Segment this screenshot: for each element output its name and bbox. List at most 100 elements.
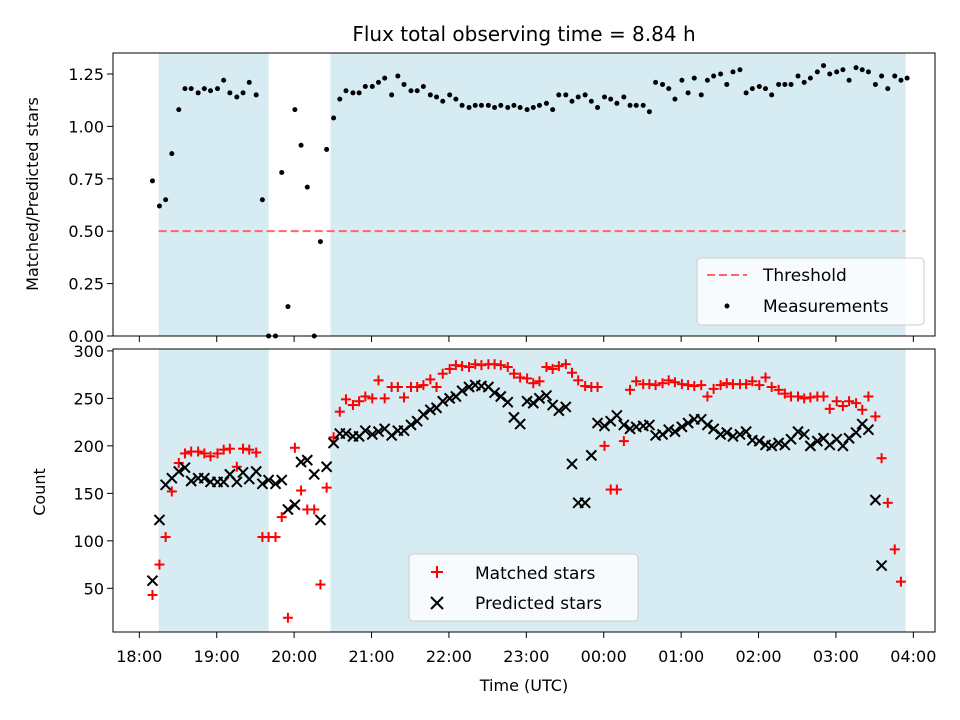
measurement-point [227, 90, 233, 96]
predicted-star-point [811, 435, 824, 447]
measurement-point [498, 102, 504, 108]
measurement-point [543, 100, 549, 106]
predicted-star-point [250, 465, 262, 478]
measurement-point [395, 73, 401, 79]
measurement-point [853, 65, 859, 71]
measurement-point [201, 86, 207, 92]
measurement-point [472, 102, 478, 108]
y-tick-label: 0.50 [68, 222, 104, 241]
predicted-star-point [591, 417, 604, 429]
matched-star-point [824, 403, 835, 414]
measurement-point [756, 84, 762, 90]
bottom-x-ticks: 18:00 19:00 20:00 21:00 22:00 23:00 00:00 01:00… [116, 632, 936, 666]
predicted-star-point [289, 499, 301, 511]
predicted-star-point [231, 476, 243, 488]
measurement-point [865, 69, 871, 75]
measurement-point [762, 86, 768, 92]
predicted-star-point [417, 408, 430, 421]
measurement-point [782, 81, 788, 87]
predicted-star-point [598, 420, 611, 432]
measurement-point [711, 73, 717, 79]
measurement-point [208, 88, 214, 94]
x-tick-label: 23:00 [503, 647, 549, 666]
x-tick-label: 02:00 [735, 647, 781, 666]
measurement-point [834, 69, 840, 75]
predicted-star-point [359, 424, 372, 437]
predicted-star-point [340, 427, 352, 440]
matched-star-point [502, 362, 513, 373]
measurement-point [530, 105, 536, 111]
measurement-point [582, 92, 588, 98]
y-tick-label: 100 [73, 532, 104, 551]
predicted-star-point [179, 462, 191, 474]
matched-star-point [379, 393, 390, 404]
matched-star-point [895, 576, 906, 587]
matched-star-point [354, 396, 365, 407]
measurement-point [633, 102, 639, 108]
matched-star-point [160, 532, 171, 543]
measurement-point [737, 67, 743, 73]
matched-star-point [425, 374, 436, 385]
measurement-point [749, 86, 755, 92]
measurement-point [324, 146, 330, 152]
measurement-point [840, 67, 846, 73]
measurement-point [814, 69, 820, 75]
matched-star-point [760, 372, 771, 383]
measurement-point [679, 77, 685, 83]
matched-star-point [289, 442, 300, 453]
measurement-point [246, 79, 252, 85]
measurement-point [440, 98, 446, 104]
measurement-point [660, 81, 666, 87]
measurement-point [401, 81, 407, 87]
measurement-point [292, 107, 298, 113]
matched-star-point [669, 377, 680, 388]
matched-star-point [696, 380, 707, 391]
matched-star-point [244, 444, 255, 455]
matched-star-point [309, 504, 320, 515]
measurement-point [704, 77, 710, 83]
measurement-point [621, 94, 627, 100]
measurement-point [169, 151, 175, 157]
predicted-star-point [540, 389, 553, 402]
measurement-point [214, 86, 220, 92]
predicted-star-point [669, 425, 681, 438]
y-tick-label: 250 [73, 389, 104, 408]
predicted-star-point [514, 418, 526, 430]
predicted-star-point [301, 454, 313, 466]
measurement-point [575, 94, 581, 100]
matched-star-point [334, 406, 345, 417]
predicted-star-point [792, 425, 804, 438]
x-tick-label: 01:00 [658, 647, 704, 666]
matched-star-point [360, 391, 371, 402]
matched-star-point [528, 378, 539, 389]
predicted-star-point [676, 421, 688, 433]
matched-star-point [779, 388, 790, 399]
matched-star-point [193, 446, 204, 457]
measurement-point [382, 75, 388, 81]
matched-star-point [437, 368, 448, 379]
matched-star-point [347, 400, 358, 411]
measurement-point [427, 92, 433, 98]
matched-star-point [889, 544, 900, 555]
matched-star-point [715, 380, 726, 391]
predicted-star-point [624, 423, 636, 435]
x-tick-label: 19:00 [194, 647, 240, 666]
matched-star-point [166, 486, 177, 497]
predicted-star-point [850, 426, 862, 439]
predicted-stars-points [146, 379, 888, 587]
matched-star-point [547, 363, 558, 374]
measurement-point [517, 105, 523, 111]
predicted-star-point [753, 435, 766, 447]
measurement-point [724, 81, 730, 87]
matched-star-point [251, 447, 262, 458]
predicted-star-point [385, 429, 398, 442]
matched-star-point [282, 612, 293, 623]
measurement-point [188, 86, 194, 92]
y-tick-label: 150 [73, 484, 104, 503]
y-tick-label: 1.00 [68, 117, 104, 136]
measurement-point [846, 77, 852, 83]
matched-star-point [882, 497, 893, 508]
measurement-point [859, 67, 865, 73]
matched-star-point [773, 384, 784, 395]
matched-star-point [321, 482, 332, 493]
